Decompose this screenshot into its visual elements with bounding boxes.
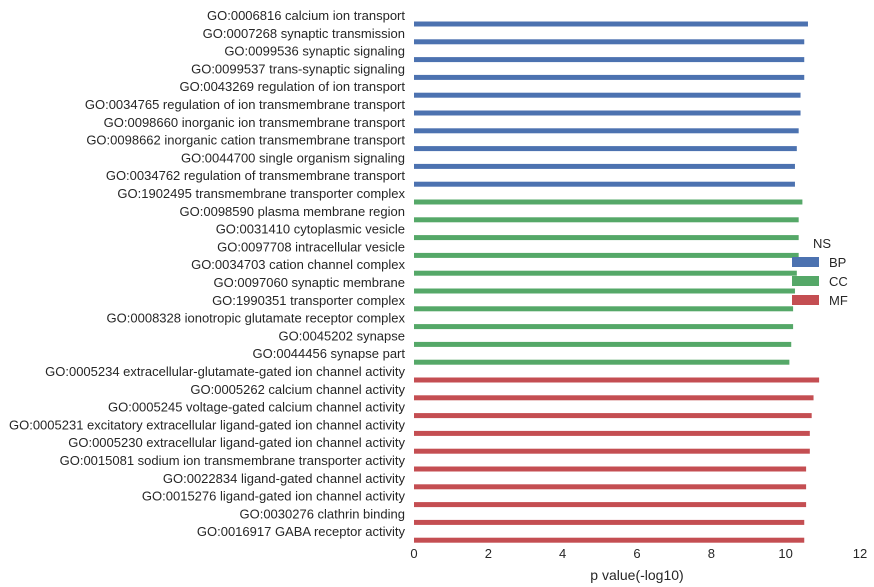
x-tick-label: 4 (559, 546, 566, 561)
bar (414, 377, 820, 383)
legend-swatch (792, 276, 819, 286)
bar (414, 92, 801, 98)
category-label: GO:0097708 intracellular vesicle (217, 239, 405, 254)
category-labels-group: GO:0006816 calcium ion transport GO:00072… (9, 8, 406, 539)
legend: NS BP CC MF (792, 236, 848, 308)
category-label: GO:1902495 transmembrane transporter com… (117, 186, 405, 201)
category-label: GO:0034762 regulation of transmembrane t… (106, 168, 406, 183)
category-label: GO:0034765 regulation of ion transmembra… (85, 97, 406, 112)
legend-label: CC (829, 274, 848, 289)
category-label: GO:0043269 regulation of ion transport (180, 79, 406, 94)
bar (414, 413, 812, 419)
bar (414, 181, 795, 187)
bar (414, 74, 805, 80)
legend-swatch (792, 257, 819, 267)
category-label: GO:0034703 cation channel complex (191, 257, 405, 272)
bar (414, 39, 805, 45)
bar (414, 395, 814, 401)
category-label: GO:0005245 voltage-gated calcium channel… (108, 400, 406, 415)
bar (414, 217, 799, 223)
bar (414, 430, 810, 436)
category-label: GO:0005262 calcium channel activity (190, 382, 405, 397)
bar (414, 57, 805, 63)
bar (414, 146, 797, 152)
legend-label: MF (829, 293, 848, 308)
bar (414, 163, 795, 169)
category-label: GO:0008328 ionotropic glutamate receptor… (107, 311, 406, 326)
x-tick-label: 8 (708, 546, 715, 561)
category-label: GO:0015276 ligand-gated ion channel acti… (142, 489, 406, 504)
bar (414, 235, 799, 241)
bar (414, 341, 792, 347)
x-tick-label: 0 (410, 546, 417, 561)
legend-swatch (792, 295, 819, 305)
category-label: GO:0098662 inorganic cation transmembran… (86, 133, 405, 148)
category-label: GO:0044700 single organism signaling (181, 150, 405, 165)
bar (414, 466, 807, 472)
category-label: GO:0005230 extracellular ligand-gated io… (68, 435, 405, 450)
bar (414, 306, 794, 312)
category-label: GO:0099536 synaptic signaling (224, 44, 405, 59)
category-label: GO:0006816 calcium ion transport (207, 8, 405, 23)
bar (414, 519, 805, 525)
x-tick-label: 2 (485, 546, 492, 561)
bar (414, 252, 799, 258)
category-label: GO:0099537 trans-synaptic signaling (191, 61, 405, 76)
category-label: GO:0030276 clathrin binding (239, 506, 405, 521)
category-label: GO:0016917 GABA receptor activity (197, 524, 406, 539)
category-label: GO:0022834 ligand-gated channel activity (163, 471, 406, 486)
legend-title: NS (813, 236, 831, 251)
category-label: GO:0005231 excitatory extracellular liga… (9, 417, 406, 432)
bar (414, 270, 797, 276)
bar (414, 288, 795, 294)
bar (414, 128, 799, 134)
category-label: GO:0015081 sodium ion transmembrane tran… (60, 453, 406, 468)
bar (414, 21, 808, 27)
bar (414, 448, 810, 454)
category-label: GO:0098660 inorganic ion transmembrane t… (104, 115, 406, 130)
bar (414, 199, 803, 205)
category-label: GO:0007268 synaptic transmission (203, 26, 405, 41)
legend-label: BP (829, 255, 846, 270)
x-tick-label: 12 (853, 546, 867, 561)
bar (414, 502, 807, 508)
category-label: GO:0005234 extracellular-glutamate-gated… (45, 364, 405, 379)
bar (414, 537, 805, 543)
x-tick-label: 6 (633, 546, 640, 561)
bar (414, 359, 790, 365)
category-label: GO:1990351 transporter complex (212, 293, 405, 308)
bar (414, 324, 794, 330)
bar (414, 484, 807, 490)
category-label: GO:0031410 cytoplasmic vesicle (216, 222, 405, 237)
x-axis-label: p value(-log10) (590, 567, 683, 583)
bars-group (414, 21, 820, 543)
x-tick-label: 10 (778, 546, 792, 561)
category-label: GO:0045202 synapse (279, 328, 405, 343)
category-label: GO:0097060 synaptic membrane (214, 275, 406, 290)
category-label: GO:0098590 plasma membrane region (180, 204, 405, 219)
bar (414, 110, 801, 116)
x-ticks-group: 0 2 4 6 8 10 12 (410, 546, 867, 561)
category-label: GO:0044456 synapse part (253, 346, 406, 361)
